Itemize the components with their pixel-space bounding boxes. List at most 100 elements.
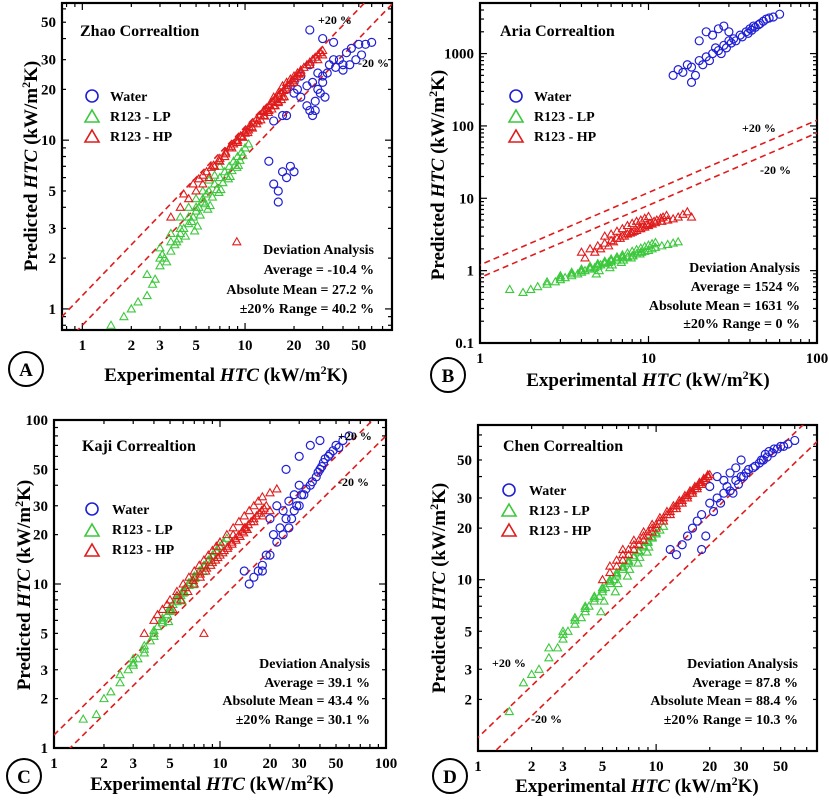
data-point — [543, 642, 554, 652]
legend-lp-marker — [500, 502, 518, 517]
data-point — [204, 172, 214, 182]
panel-c-badge-letter: C — [17, 767, 31, 788]
y-tick-label: 10 — [459, 191, 474, 207]
data-point — [731, 463, 741, 473]
data-point — [200, 565, 211, 575]
data-point — [504, 284, 515, 293]
data-point — [674, 495, 685, 505]
data-point — [632, 557, 643, 567]
data-point — [205, 200, 216, 210]
data-point — [647, 238, 658, 248]
data-point — [685, 485, 695, 495]
data-point — [183, 577, 194, 587]
data-point — [317, 461, 327, 472]
stats-range: ±20% Range = 40.2 % — [240, 302, 374, 317]
data-point — [207, 545, 218, 555]
data-point — [265, 550, 275, 560]
data-point — [631, 244, 642, 254]
data-point — [261, 500, 272, 510]
data-point — [99, 693, 109, 703]
data-point — [504, 706, 515, 716]
data-point — [239, 510, 250, 520]
panel-a-y-axis-label: Predicted HTC (kW/m2K) — [19, 61, 42, 271]
data-point — [599, 256, 610, 265]
stats-range: ±20% Range = 10.3 % — [664, 713, 798, 728]
data-point — [263, 100, 274, 110]
data-point — [705, 481, 715, 492]
panel-a-title: Zhao Correaltion — [80, 23, 199, 40]
data-point — [673, 211, 684, 221]
y-tick-label: 2 — [49, 251, 57, 267]
data-point — [735, 30, 745, 40]
stats-absolute-mean: Absolute Mean = 1631 % — [649, 299, 800, 314]
legend-water-marker — [85, 89, 99, 103]
data-point — [617, 555, 628, 564]
x-tick-label: 100 — [375, 756, 398, 772]
legend-hp-marker — [83, 542, 101, 557]
x-tick-label: 5 — [166, 756, 174, 772]
series-water — [264, 25, 377, 207]
data-point — [608, 236, 619, 246]
data-point — [215, 184, 226, 194]
panel-a-badge: A — [8, 351, 44, 387]
data-point — [623, 556, 634, 565]
data-point — [315, 435, 325, 446]
data-point — [325, 449, 335, 459]
data-point — [682, 206, 693, 216]
data-point — [576, 264, 587, 273]
legend-hp-label: R123 - HP — [529, 524, 592, 539]
data-point — [566, 267, 577, 276]
stats-average: Average = 87.8 % — [692, 676, 798, 691]
data-point — [237, 132, 248, 141]
data-point — [599, 595, 609, 605]
y-tick-label: 2 — [465, 692, 473, 708]
data-point — [240, 126, 250, 135]
data-point — [597, 586, 608, 596]
data-point — [231, 236, 242, 246]
panel-c-title: Kaji Correaltion — [82, 438, 196, 455]
data-point — [258, 105, 269, 115]
data-point — [719, 21, 729, 31]
data-point — [273, 96, 284, 105]
y-tick-label: 5 — [49, 184, 57, 200]
data-point — [594, 591, 605, 600]
data-point — [139, 628, 150, 637]
data-point — [148, 631, 159, 640]
data-point — [189, 225, 200, 235]
data-point — [331, 440, 341, 451]
data-point — [555, 272, 566, 282]
data-point — [215, 537, 225, 546]
data-point — [148, 625, 159, 635]
legend-water-marker — [509, 89, 523, 103]
panel-a: 1 2 3 5 10 20 30 50 1 2 3 5 10 20 30 50 Zhao Correaltio… — [8, 1, 394, 387]
data-point — [264, 156, 274, 166]
data-point — [239, 522, 250, 532]
data-point — [638, 535, 649, 544]
data-point — [597, 574, 608, 584]
stats-range: ±20% Range = 0 % — [683, 317, 800, 332]
legend-hp-marker — [507, 128, 525, 143]
data-point — [277, 110, 288, 121]
data-point — [188, 575, 199, 585]
data-point — [604, 574, 615, 584]
y-tick-label: 50 — [41, 15, 56, 31]
data-point — [682, 531, 693, 541]
y-tick-label: 20 — [41, 82, 56, 98]
data-point — [736, 455, 746, 465]
panel-c: 1 2 3 5 10 20 30 50 100 1 2 3 5 10 20 30 50 100 Kaji Corr… — [6, 413, 398, 795]
y-tick-label: 2 — [41, 692, 49, 708]
stats-absolute-mean: Absolute Mean = 43.4 % — [222, 694, 370, 709]
data-point — [755, 18, 765, 29]
data-point — [284, 496, 294, 506]
data-point — [697, 544, 707, 555]
data-point — [334, 442, 344, 453]
panel-d-minus20-label: -20 % — [531, 712, 562, 726]
panel-c-badge: C — [6, 758, 42, 794]
y-tick-label: 30 — [457, 491, 472, 507]
stats-absolute-mean: Absolute Mean = 88.4 % — [650, 694, 798, 709]
data-point — [302, 81, 312, 91]
panel-b-badge: B — [430, 357, 466, 393]
minus20-line — [68, 434, 386, 748]
data-point — [585, 261, 596, 270]
data-point — [618, 254, 629, 264]
